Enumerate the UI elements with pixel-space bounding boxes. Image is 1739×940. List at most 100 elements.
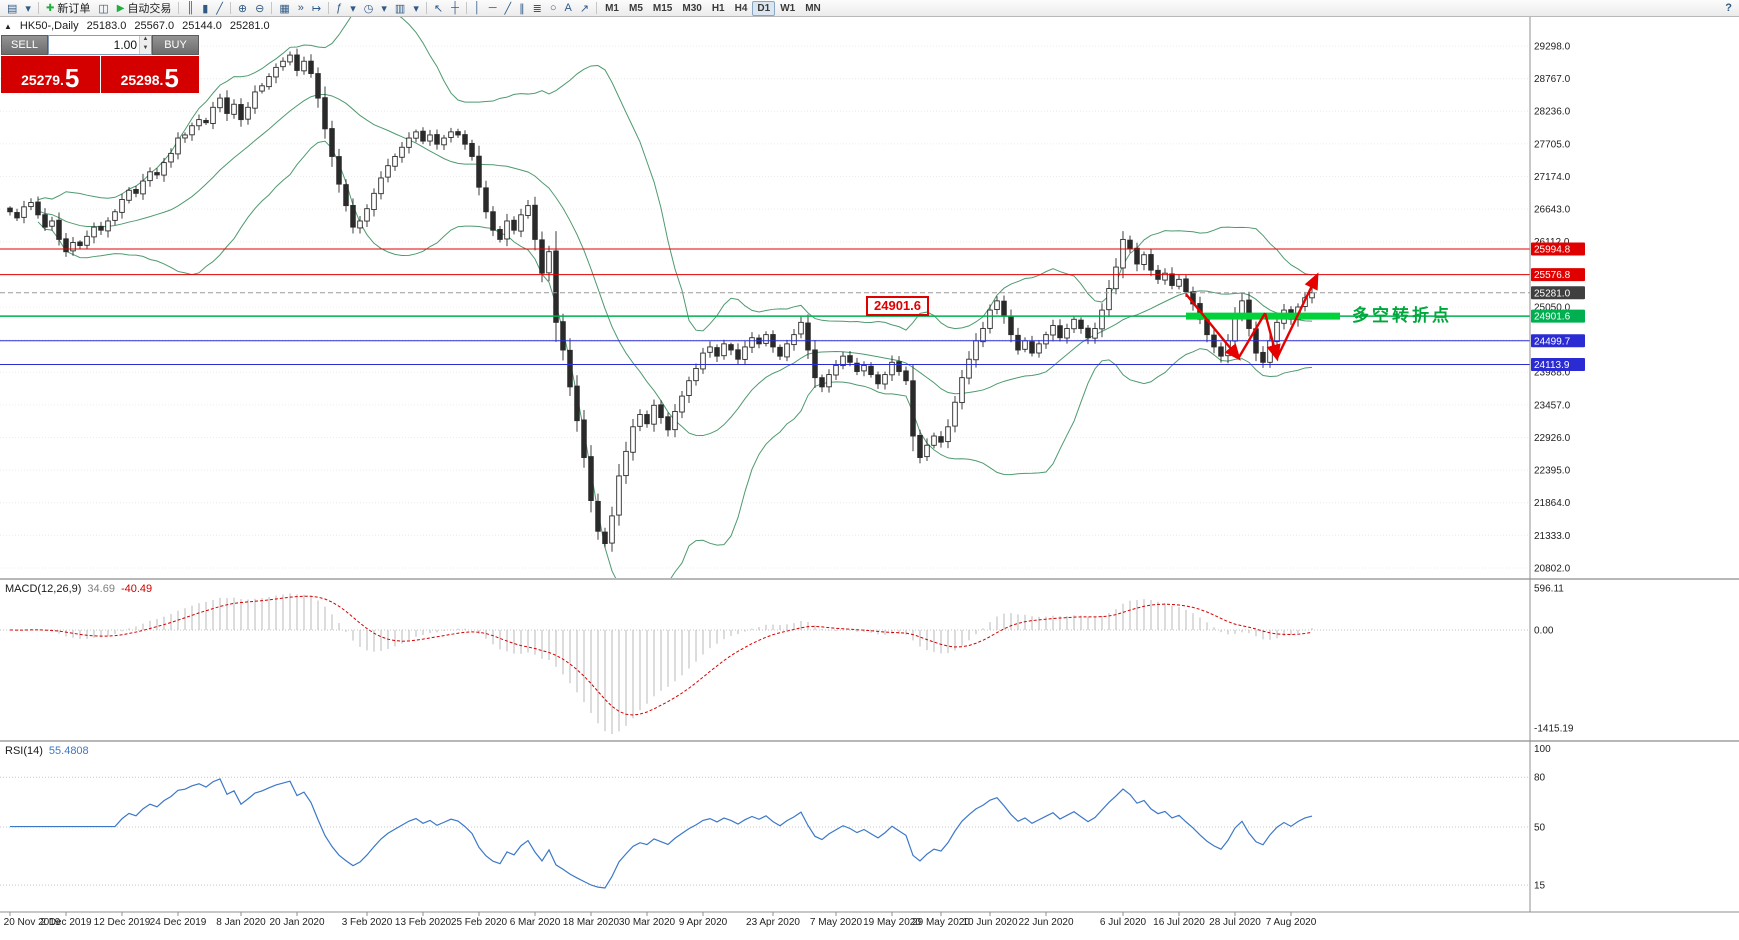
candle xyxy=(1141,254,1147,265)
rsi-panel[interactable] xyxy=(0,742,1530,912)
autotrading-button-label: 自动交易 xyxy=(127,3,172,15)
metaeditor[interactable]: ◫ xyxy=(98,2,109,15)
timeframe-m1[interactable]: M1 xyxy=(605,2,619,14)
candle xyxy=(1015,334,1021,351)
profiles-dropdown[interactable]: ▾ xyxy=(25,2,31,15)
candle xyxy=(441,137,447,146)
bar-chart-type[interactable]: ║ xyxy=(186,2,195,14)
templates[interactable]: ▥ xyxy=(394,2,406,15)
macd-panel[interactable] xyxy=(0,580,1530,740)
timeframe-h4[interactable]: H4 xyxy=(734,2,748,14)
candlestick-chart-type[interactable]: ▮ xyxy=(202,2,209,15)
sell-price-big-digit: 5 xyxy=(64,63,80,93)
candle xyxy=(931,435,937,446)
price-chart-layer xyxy=(0,16,1530,578)
candle xyxy=(1078,319,1084,329)
turning-point-label[interactable]: 多空转折点 xyxy=(1352,306,1452,325)
candle xyxy=(203,119,209,124)
candle xyxy=(595,500,601,532)
candle xyxy=(217,97,223,109)
indicators[interactable]: ƒ xyxy=(336,2,343,14)
shapes-tool[interactable]: ○ xyxy=(549,2,557,14)
candle xyxy=(1043,334,1049,345)
timeframe-m5[interactable]: M5 xyxy=(629,2,643,14)
help-button[interactable]: ? xyxy=(1725,2,1732,14)
candle xyxy=(434,134,440,145)
timeframe-d1[interactable]: D1 xyxy=(752,0,776,16)
price-axis[interactable] xyxy=(1530,16,1739,912)
svg-text:-1415.19: -1415.19 xyxy=(1534,723,1574,734)
candle xyxy=(511,219,517,231)
timeframe-m15[interactable]: M15 xyxy=(652,2,673,14)
line-chart-type[interactable]: ╱ xyxy=(216,2,223,15)
price-annotation-box[interactable]: 24901.6 xyxy=(866,296,929,316)
candle xyxy=(525,205,531,216)
candle xyxy=(742,346,748,360)
macd-signal-value: -40.49 xyxy=(120,583,153,595)
trend-arrow[interactable] xyxy=(1263,312,1281,362)
candle xyxy=(448,131,454,138)
candle xyxy=(658,404,664,419)
volume-spinner[interactable]: ▲ ▼ xyxy=(139,36,151,54)
candle xyxy=(469,142,475,157)
buy-price: 25298. xyxy=(120,72,164,88)
trend-arrow[interactable] xyxy=(1185,293,1241,361)
cursor-tool[interactable]: ↖ xyxy=(433,2,444,15)
volume-up-icon[interactable]: ▲ xyxy=(140,36,151,45)
auto-scroll[interactable]: » xyxy=(297,2,304,14)
sell-price-box[interactable]: 25279. 5 xyxy=(1,56,100,93)
svg-text:24499.7: 24499.7 xyxy=(1534,336,1571,347)
volume-value[interactable]: 1.00 xyxy=(113,38,137,52)
autotrading-button[interactable]: ▶ 自动交易 xyxy=(113,1,176,16)
candle xyxy=(623,450,629,477)
sell-button[interactable]: SELL xyxy=(1,35,48,55)
periods-dropdown[interactable]: ▾ xyxy=(381,2,387,15)
candle xyxy=(490,211,496,231)
candle xyxy=(294,54,300,71)
buy-button[interactable]: BUY xyxy=(152,35,199,55)
fibonacci-tool[interactable]: ≣ xyxy=(532,2,542,15)
svg-text:596.11: 596.11 xyxy=(1534,584,1564,595)
chart-shift[interactable]: ↦ xyxy=(311,2,322,15)
templates-dropdown[interactable]: ▾ xyxy=(413,2,419,15)
periods[interactable]: ◷ xyxy=(363,2,374,15)
trend-arrow[interactable] xyxy=(1275,272,1319,359)
tile-windows[interactable]: ▦ xyxy=(279,2,290,15)
date-label: 20 Jan 2020 xyxy=(269,917,324,928)
candle xyxy=(651,404,657,425)
date-label: 24 Dec 2019 xyxy=(150,917,207,928)
indicators-dropdown[interactable]: ▾ xyxy=(350,2,356,15)
zoom-in[interactable]: ⊕ xyxy=(237,2,248,15)
svg-text:27705.0: 27705.0 xyxy=(1534,139,1571,150)
candle xyxy=(413,131,419,139)
one-click-panel-toggle[interactable]: ▲ xyxy=(4,21,12,31)
date-axis[interactable] xyxy=(0,912,1530,934)
candle xyxy=(378,177,384,195)
panel-splitter xyxy=(0,578,1739,580)
new-chart[interactable]: ▤ xyxy=(7,2,18,15)
crosshair-tool[interactable]: ┼ xyxy=(451,2,459,14)
buy-price-box[interactable]: 25298. 5 xyxy=(100,56,199,93)
timeframe-w1[interactable]: W1 xyxy=(780,2,796,14)
candle xyxy=(896,361,902,372)
trendline-tool[interactable]: ╱ xyxy=(504,2,512,15)
new-order-button-label: 新订单 xyxy=(57,3,91,15)
text-tool[interactable]: A xyxy=(564,2,572,14)
date-label: 23 Apr 2020 xyxy=(746,917,800,928)
timeframe-mn[interactable]: MN xyxy=(805,2,821,14)
volume-input[interactable]: 1.00 ▲ ▼ xyxy=(48,35,152,55)
zoom-out[interactable]: ⊖ xyxy=(255,2,265,15)
timeframe-h1[interactable]: H1 xyxy=(711,2,725,14)
arrows-tool[interactable]: ↗ xyxy=(579,2,590,15)
horizontal-line-tool[interactable]: ─ xyxy=(488,2,497,14)
new-order-button[interactable]: ✚ 新订单 xyxy=(42,1,94,16)
timeframe-m30[interactable]: M30 xyxy=(682,2,702,14)
channel-tool[interactable]: ∥ xyxy=(519,2,525,15)
volume-down-icon[interactable]: ▼ xyxy=(140,45,151,54)
candle xyxy=(609,515,615,544)
trend-arrow[interactable] xyxy=(1237,312,1267,359)
vertical-line-tool[interactable]: │ xyxy=(473,2,481,14)
candle xyxy=(1029,341,1035,354)
candle xyxy=(252,91,258,109)
